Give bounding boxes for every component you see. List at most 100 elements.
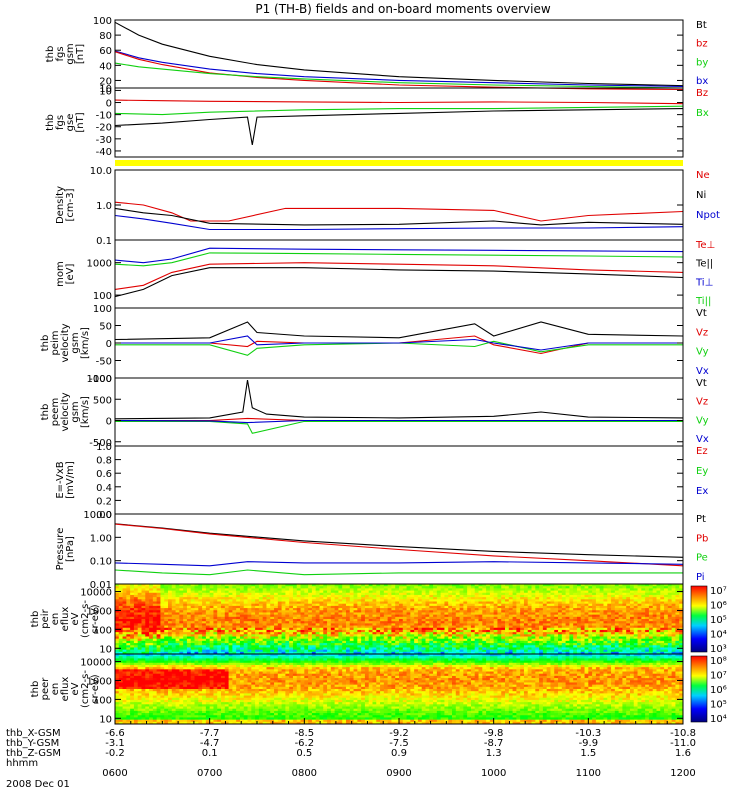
spectrogram-cell [648,651,654,655]
spectrogram-cell [315,612,320,616]
spectrogram-cell [311,590,317,594]
spectrogram-cell [652,649,657,653]
spectrogram-cell [516,586,521,589]
spectrogram-cell [652,612,657,616]
spectrogram-cell [512,614,517,618]
spectrogram-cell [186,629,192,633]
spectrogram-cell [126,594,131,598]
spectrogram-cell [410,645,415,648]
spectrogram-cell [289,621,294,624]
spectrogram-cell [383,588,389,591]
spectrogram-cell [599,634,604,637]
spectrogram-cell [675,634,680,637]
spectrogram-cell [421,590,426,594]
spectrogram-cell [190,627,195,631]
spectrogram-cell [270,590,275,594]
spectrogram-cell [652,584,657,587]
spectrogram-cell [285,629,290,633]
spectrogram-cell [565,597,570,600]
spectrogram-cell [395,632,400,635]
spectrogram-cell [489,647,495,651]
spectrogram-cell [289,647,294,651]
spectrogram-cell [497,632,502,635]
spectrogram-cell [652,647,657,651]
spectrogram-cell [554,632,559,635]
spectrogram-cell [440,649,445,653]
spectrogram-cell [205,608,211,611]
spectrogram-cell [588,588,593,591]
spectrogram-cell [573,623,578,626]
spectrogram-cell [198,588,203,591]
spectrogram-cell [569,603,574,607]
spectrogram-cell [255,590,260,594]
spectrogram-cell [145,645,150,648]
spectrogram-cell [262,625,267,629]
spectrogram-cell [236,614,241,618]
spectrogram-cell [308,584,313,587]
spectrogram-cell [554,588,559,591]
spectrogram-cell [353,632,358,635]
spectrogram-cell [330,627,336,631]
spectrogram-cell [228,586,233,589]
spectrogram-cell [315,603,320,607]
spectrogram-cell [508,636,513,640]
spectrogram-cell [209,597,214,600]
spectrogram-cell [671,619,676,622]
spectrogram-cell [338,597,343,600]
spectrogram-cell [194,592,199,596]
spectrogram-cell [474,594,479,598]
spectrogram-cell [349,588,354,591]
spectrogram-cell [565,643,570,646]
spectrogram-cell [539,584,544,587]
spectrogram-cell [323,619,328,622]
spectrogram-cell [576,629,582,633]
spectrogram-cell [285,645,290,648]
spectrogram-cell [425,632,430,635]
spectrogram-cell [675,603,680,607]
spectrogram-cell [387,623,392,626]
spectrogram-cell [592,634,597,637]
spectrogram-cell [345,621,351,624]
spectrogram-cell [633,586,638,589]
spectrogram-cell [584,603,589,607]
spectrogram-cell [452,621,457,624]
spectrogram-cell [573,610,578,613]
spectrogram-cell [342,643,347,646]
spectrogram-cell [156,590,161,594]
spectrogram-cell [508,643,513,646]
spectrogram-cell [527,634,532,637]
spectrogram-cell [497,592,502,596]
spectrogram-cell [664,599,669,602]
spectrogram-cell [664,619,669,622]
spectrogram-cell [372,651,377,655]
spectrogram-cell [501,623,506,626]
spectrogram-cell [667,592,673,596]
spectrogram-cell [527,590,532,594]
spectrogram-cell [168,629,173,633]
spectrogram-cell [580,605,585,609]
spectrogram-cell [648,616,654,620]
spectrogram-cell [573,605,578,609]
spectrogram-cell [546,627,551,631]
spectrogram-cell [459,601,464,605]
spectrogram-cell [588,594,593,598]
spectrogram-cell [527,610,532,613]
spectrogram-cell [228,621,233,624]
spectrogram-cell [300,597,305,600]
spectrogram-cell [228,619,233,622]
spectrogram-cell [296,584,301,587]
spectrogram-cell [652,594,657,598]
spectrogram-cell [224,621,229,624]
spectrogram-cell [508,619,513,622]
spectrogram-cell [652,605,657,609]
spectrogram-cell [115,597,120,600]
spectrogram-cell [380,610,385,613]
spectrogram-cell [410,605,415,609]
spectrogram-cell [614,601,620,605]
spectrogram-cell [455,592,460,596]
spectrogram-cell [588,603,593,607]
spectrogram-cell [361,649,366,653]
spectrogram-cell [232,610,237,613]
spectrogram-cell [595,645,601,648]
spectrogram-cell [186,623,192,626]
